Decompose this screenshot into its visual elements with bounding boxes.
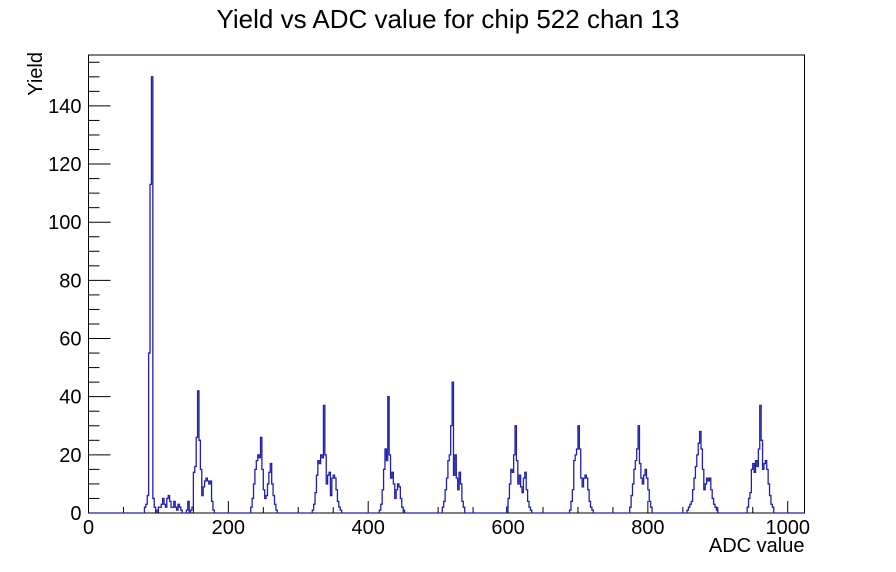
y-tick-label: 60: [59, 329, 81, 351]
y-tick-label: 80: [59, 270, 81, 292]
x-tick-label: 200: [212, 517, 245, 539]
y-tick-label: 120: [48, 154, 81, 176]
x-tick-label: 400: [352, 517, 385, 539]
x-tick-label: 0: [83, 517, 94, 539]
x-axis-title: ADC value: [709, 535, 805, 557]
y-axis-title: Yield: [25, 52, 47, 96]
plot-frame: [88, 54, 805, 514]
y-tick-label: 100: [48, 212, 81, 234]
y-tick-label: 40: [59, 387, 81, 409]
x-tick-label: 600: [491, 517, 524, 539]
y-tick-label: 20: [59, 445, 81, 467]
x-tick-label: 1000: [765, 517, 810, 539]
histogram-line: [88, 76, 805, 514]
chart-title: Yield vs ADC value for chip 522 chan 13: [216, 4, 680, 34]
y-tick-label: 0: [70, 503, 81, 525]
x-tick-label: 800: [631, 517, 664, 539]
y-tick-label: 140: [48, 96, 81, 118]
